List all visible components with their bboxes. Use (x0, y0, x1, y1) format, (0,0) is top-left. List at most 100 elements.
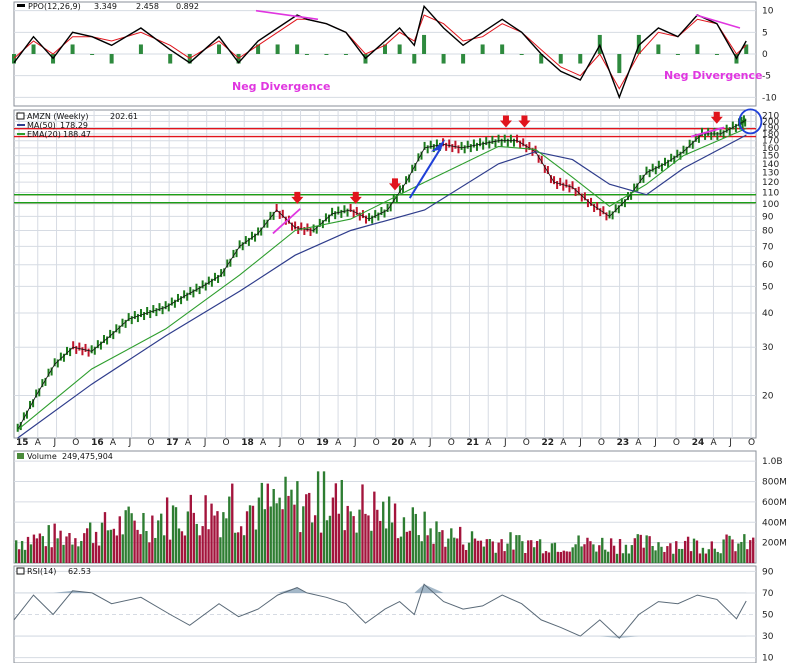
price-candle (158, 303, 161, 312)
volume-bar (352, 516, 355, 563)
price-line (17, 119, 747, 430)
price-y-tick-label: 160 (762, 144, 779, 154)
volume-bar (367, 515, 370, 563)
volume-bar (494, 552, 497, 563)
price-candle (192, 289, 195, 298)
price-candle (99, 341, 102, 350)
price-candle (633, 183, 636, 192)
price-candle (389, 203, 392, 212)
volume-bar (681, 548, 684, 563)
volume-bar (56, 538, 59, 563)
price-y-tick-label: 110 (762, 189, 779, 199)
volume-bar (145, 531, 148, 563)
price-candle (38, 388, 41, 397)
price-candle (448, 139, 451, 148)
price-candle (250, 231, 253, 240)
volume-bar (83, 533, 86, 563)
volume-bar (420, 541, 423, 563)
price-candle (602, 206, 605, 215)
volume-bar (118, 516, 121, 563)
volume-bar (595, 551, 598, 563)
volume-bar (527, 540, 530, 563)
price-candle (124, 319, 127, 328)
volume-bar (535, 541, 539, 563)
price-candle (29, 400, 32, 409)
price-panel-frame (13, 109, 757, 439)
price-candle (318, 218, 321, 227)
volume-bar (308, 492, 311, 563)
volume-bar (257, 497, 261, 563)
volume-bar (186, 511, 190, 563)
volume-bar (704, 553, 708, 563)
volume-bar (698, 553, 702, 563)
price-candle (269, 211, 272, 220)
price-candle (106, 336, 109, 345)
volume-bar (544, 551, 548, 563)
volume-bar (710, 541, 713, 563)
price-candle (263, 219, 266, 228)
price-candle (226, 259, 229, 268)
price-candle (383, 209, 386, 218)
ppo-y-tick-label: 10 (762, 7, 774, 17)
price-candle (62, 353, 65, 362)
price-candle (352, 209, 355, 218)
volume-bar (41, 536, 44, 563)
volume-bar (393, 503, 397, 563)
volume-bar (201, 526, 204, 563)
volume-bar (302, 506, 305, 563)
volume-bar (174, 507, 178, 563)
volume-bar (488, 539, 491, 563)
price-candle (112, 331, 115, 340)
volume-bar (65, 536, 68, 563)
price-candle (657, 160, 660, 169)
volume-bar (669, 543, 672, 563)
volume-bar (533, 547, 536, 563)
price-candle (611, 211, 614, 220)
price-candle (213, 272, 216, 281)
volume-bar (464, 549, 468, 563)
ppo-histogram-bar (744, 44, 749, 54)
price-candle (420, 151, 423, 160)
ppo-histogram-bar (275, 44, 280, 54)
volume-bar (50, 547, 53, 563)
volume-bar (497, 542, 500, 563)
volume-bar (491, 541, 494, 563)
volume-bar (180, 531, 184, 563)
price-x-tick-label: O (147, 438, 154, 448)
ppo-histogram-bar (304, 54, 309, 55)
volume-bar (695, 540, 699, 563)
price-candle (423, 141, 426, 150)
volume-y-tick-label: 800M (762, 478, 787, 488)
volume-bar (44, 546, 47, 563)
volume-bar (740, 541, 743, 563)
volume-bar (459, 526, 462, 563)
price-x-tick-label: J (203, 438, 207, 448)
down-arrow-icon (388, 178, 401, 191)
volume-bar (94, 531, 98, 563)
volume-bar (562, 550, 565, 563)
volume-bar (290, 489, 293, 563)
volume-bar (296, 481, 299, 563)
volume-bar (127, 506, 130, 563)
highlight-circle (738, 108, 763, 135)
volume-bar (722, 539, 725, 563)
price-candle (472, 139, 475, 148)
ppo-histogram-bar (256, 44, 261, 54)
price-candle (516, 134, 519, 143)
price-candle (161, 306, 164, 315)
price-x-tick-label: A (185, 438, 192, 448)
volume-bar (305, 494, 308, 563)
volume-bar (222, 512, 225, 563)
price-candle (432, 144, 435, 153)
volume-bar (568, 551, 571, 563)
price-candle (580, 193, 583, 202)
price-y-tick-label: 120 (762, 178, 779, 188)
ma50-legend-label: MA(50) (27, 121, 56, 130)
price-candle (586, 199, 589, 208)
volume-bar (485, 539, 488, 563)
price-x-tick-label: 22 (542, 438, 555, 448)
price-x-tick-label: 16 (91, 438, 104, 448)
price-candle (66, 346, 69, 355)
volume-bar (565, 551, 568, 563)
price-candle (593, 203, 596, 212)
